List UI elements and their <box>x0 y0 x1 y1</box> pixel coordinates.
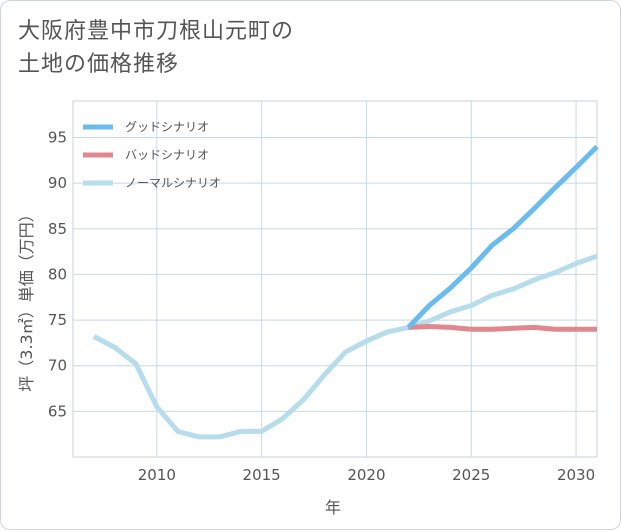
y-tick-label: 85 <box>48 220 67 238</box>
chart-title-line-2: 土地の価格推移 <box>18 52 180 77</box>
series-line-1 <box>408 324 597 332</box>
chart-title-line-1: 大阪府豊中市刀根山元町の <box>18 19 295 44</box>
y-axis-title: 坪（3.3㎡）単価（万円） <box>17 206 36 391</box>
chart-title: 大阪府豊中市刀根山元町の 土地の価格推移 <box>18 15 294 81</box>
y-tick-label: 65 <box>48 402 67 420</box>
legend-label: グッドシナリオ <box>125 120 209 134</box>
y-tick-label: 95 <box>48 129 67 147</box>
tick-layer: 2010 2015 2020 2025 2030 65 70 75 80 85 90 95 <box>48 129 595 484</box>
legend-label: バッドシナリオ <box>125 148 209 162</box>
x-axis-title: 年 <box>325 498 341 517</box>
y-tick-label: 75 <box>48 311 67 329</box>
x-tick-label: 2010 <box>138 466 176 484</box>
series-line-0 <box>406 144 599 330</box>
series-line-2 <box>92 253 598 440</box>
y-tick-label: 70 <box>48 357 67 375</box>
legend-label: ノーマルシナリオ <box>125 176 221 190</box>
x-tick-label: 2015 <box>243 466 281 484</box>
y-tick-label: 90 <box>48 174 67 192</box>
series-layer <box>92 144 599 440</box>
x-tick-label: 2025 <box>452 466 490 484</box>
x-tick-label: 2030 <box>557 466 595 484</box>
y-tick-label: 80 <box>48 265 67 283</box>
plot-area <box>72 100 598 458</box>
x-tick-label: 2020 <box>347 466 385 484</box>
